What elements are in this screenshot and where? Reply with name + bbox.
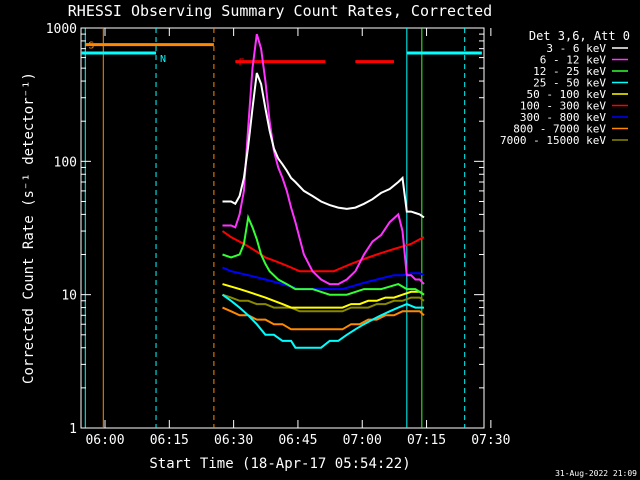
- flag-label-1: N: [160, 54, 166, 65]
- legend-label-4: 50 - 100 keV: [527, 88, 607, 101]
- chart-title: RHESSI Observing Summary Count Rates, Co…: [68, 2, 492, 20]
- legend-label-7: 800 - 7000 keV: [513, 123, 606, 136]
- x-axis-label: Start Time (18-Apr-17 05:54:22): [149, 456, 410, 472]
- series-line-0: [222, 72, 425, 219]
- x-tick-label-0: 06:00: [85, 433, 124, 448]
- series-line-5: [221, 230, 425, 273]
- series-line-7: [222, 306, 425, 331]
- legend-label-3: 25 - 50 keV: [533, 77, 606, 90]
- legend-label-6: 300 - 800 keV: [520, 111, 606, 124]
- legend-label-0: 3 - 6 keV: [546, 42, 606, 55]
- y-tick-label-0: 1: [69, 422, 77, 437]
- series-line-3: [221, 293, 424, 349]
- plot-frame: [80, 27, 485, 429]
- flag-label-0: S: [88, 41, 94, 52]
- legend-label-1: 6 - 12 keV: [540, 54, 607, 67]
- flag-label-2: F: [238, 58, 244, 69]
- x-tick-label-3: 06:45: [278, 433, 317, 448]
- series-line-4: [222, 283, 425, 309]
- series-line-1: [222, 33, 425, 286]
- series-line-6: [222, 266, 425, 291]
- x-tick-label-5: 07:15: [407, 433, 446, 448]
- legend-title: Det 3,6, Att 0: [529, 29, 630, 43]
- x-tick-label-1: 06:15: [150, 433, 189, 448]
- legend-label-2: 12 - 25 keV: [533, 65, 606, 78]
- y-tick-label-1: 10: [61, 289, 77, 304]
- y-axis-label: Corrected Count Rate (s⁻¹ detector⁻¹): [21, 72, 37, 384]
- plot-area: SN F 06:00 06:15 06:30 06:45 07:00 07:15 07:30 …: [46, 22, 511, 448]
- legend-label-8: 7000 - 15000 keV: [500, 134, 606, 147]
- y-tick-label-3: 1000: [46, 22, 77, 37]
- footer-date: 31-Aug-2022 21:09: [555, 469, 637, 478]
- x-tick-label-2: 06:30: [214, 433, 253, 448]
- series-line-8: [222, 293, 425, 313]
- x-tick-label-4: 07:00: [343, 433, 382, 448]
- x-tick-label-6: 07:30: [471, 433, 510, 448]
- y-tick-label-2: 100: [54, 155, 77, 170]
- series-line-2: [222, 213, 425, 296]
- legend-label-5: 100 - 300 keV: [520, 100, 606, 113]
